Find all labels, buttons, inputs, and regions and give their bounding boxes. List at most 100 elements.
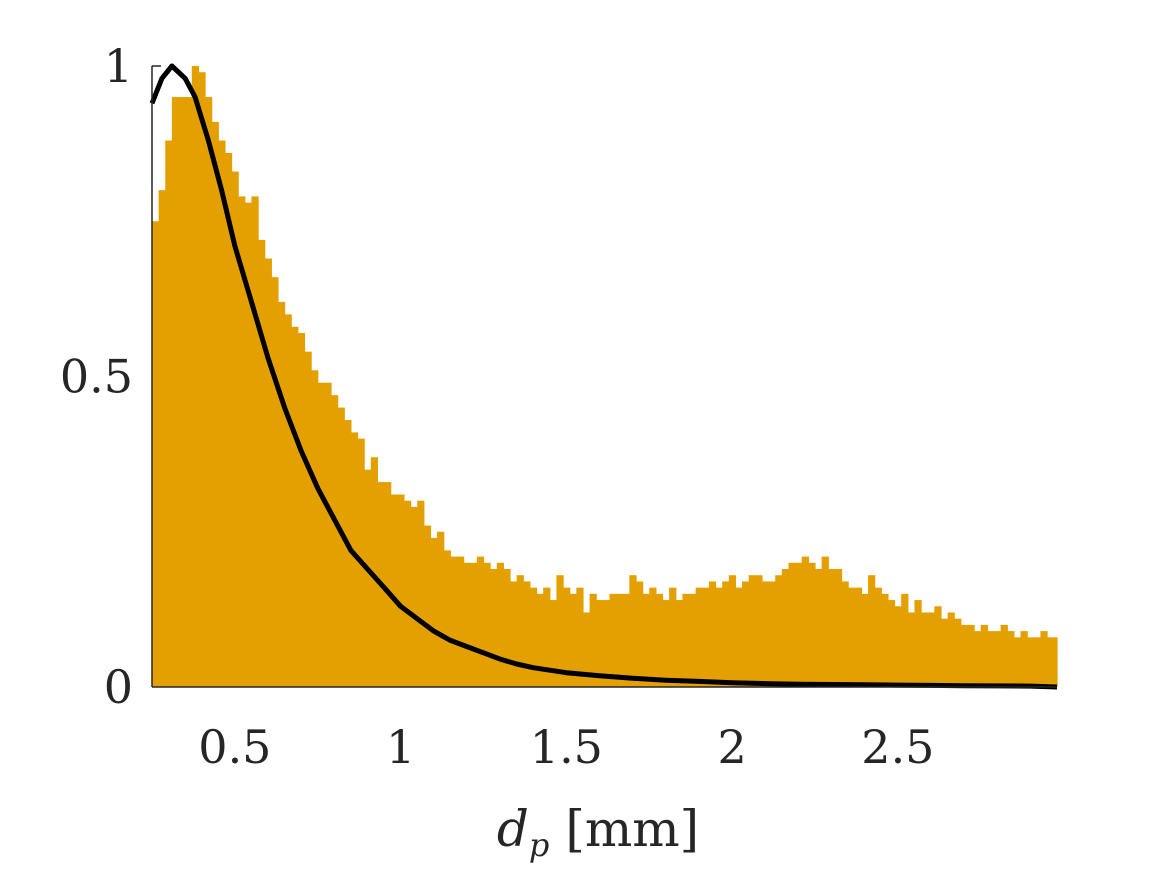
histogram-bar <box>324 382 332 687</box>
histogram-bar <box>463 562 471 687</box>
histogram-bar <box>655 593 664 687</box>
y-tick-label: 1 <box>104 39 133 93</box>
histogram-bar <box>669 587 677 687</box>
histogram-bar <box>218 140 226 687</box>
histogram-bar <box>211 121 219 687</box>
histogram-bar <box>609 593 617 687</box>
histogram-bar <box>569 593 577 687</box>
histogram-bar <box>437 531 445 687</box>
histogram-bar <box>881 593 889 687</box>
histogram-bar <box>662 600 670 687</box>
histogram-bar <box>682 593 690 687</box>
histogram-bar <box>543 587 551 687</box>
histogram-bar <box>868 575 876 687</box>
histogram-bar <box>974 631 982 687</box>
histogram-bar <box>291 326 299 687</box>
histogram-bar <box>297 333 306 687</box>
histogram-bar <box>271 277 279 687</box>
histogram-bar <box>1053 637 1058 687</box>
x-tick-label: 1.5 <box>530 720 603 774</box>
histogram-bar <box>304 351 312 687</box>
histogram-bar <box>576 587 584 687</box>
histogram-bar <box>616 593 624 687</box>
histogram-bar <box>775 575 783 687</box>
histogram-bar <box>443 550 451 687</box>
histogram-bar <box>476 556 485 687</box>
histogram-bar <box>496 562 504 687</box>
histogram-bar <box>450 556 458 687</box>
histogram-bar <box>430 537 438 687</box>
y-tick-label: 0.5 <box>60 350 133 404</box>
histogram-bar <box>894 606 902 687</box>
histogram-bar <box>934 606 942 687</box>
histogram-bar <box>264 258 272 687</box>
histogram-bar <box>503 569 511 687</box>
histogram-bar <box>675 600 684 687</box>
histogram-bar <box>536 593 544 687</box>
histogram-bar <box>510 581 518 687</box>
fit-curve <box>149 63 1058 690</box>
histogram-bar <box>224 152 233 687</box>
histogram-bar <box>390 494 398 687</box>
histogram-bar <box>284 314 292 687</box>
histogram-bar <box>337 407 345 687</box>
histogram-bar <box>828 569 836 687</box>
histogram-bar <box>277 301 286 687</box>
histogram-bar <box>821 556 829 687</box>
histogram-bar <box>695 587 703 687</box>
histogram-bar <box>947 612 955 687</box>
histogram-bar <box>742 581 750 687</box>
histogram-bar <box>635 581 644 687</box>
histogram-bar <box>198 72 206 687</box>
histogram-bar <box>490 569 498 687</box>
histogram-bar <box>622 593 630 687</box>
histogram-bar <box>841 581 849 687</box>
histogram-bar <box>1047 637 1055 687</box>
x-tick-label: 1 <box>386 720 415 774</box>
histogram-bar <box>761 581 770 687</box>
histogram-bar <box>722 581 730 687</box>
histogram-bar <box>171 97 180 688</box>
histogram-bar <box>940 618 949 687</box>
histogram-bar <box>649 587 657 687</box>
histogram-bar <box>954 618 962 687</box>
histogram-bar <box>914 600 922 687</box>
histogram-bar <box>384 482 392 687</box>
x-tick-label: 0.5 <box>198 720 271 774</box>
histogram-bar <box>1000 624 1008 687</box>
histogram-bar <box>178 97 186 688</box>
histogram-bar <box>728 575 737 687</box>
histogram-bar <box>331 395 339 687</box>
histogram-bar <box>748 575 756 687</box>
histogram-bar <box>258 239 266 687</box>
histogram-bar <box>350 432 359 687</box>
histogram-bar <box>967 624 975 687</box>
histogram-bar <box>735 587 743 687</box>
histogram-bar <box>529 587 538 687</box>
histogram-bar <box>1013 637 1022 687</box>
x-tick-label: 2 <box>717 720 746 774</box>
histogram-bar <box>808 562 816 687</box>
histogram-bar <box>629 575 637 687</box>
x-tick-label: 2.5 <box>861 720 934 774</box>
histogram-bar <box>596 600 604 687</box>
histogram-bar <box>1027 637 1035 687</box>
histogram-bar <box>311 370 319 687</box>
histogram-bar <box>602 600 611 687</box>
x-axis-ticks: 0.5 1 1.5 2 2.5 <box>198 720 934 774</box>
histogram-bar <box>410 506 418 687</box>
histogram-bar <box>927 612 935 687</box>
histogram-bar <box>185 97 193 688</box>
histogram-bar <box>854 587 863 687</box>
histogram-bar <box>861 593 869 687</box>
histogram-bar <box>795 562 803 687</box>
histogram-bar <box>1033 637 1042 687</box>
histogram-bar <box>815 569 823 687</box>
y-tick-label: 0 <box>104 660 133 714</box>
histogram-bar <box>715 587 723 687</box>
x-axis-label: dp [mm] <box>497 800 699 864</box>
histogram-bar <box>874 587 882 687</box>
histogram-bar <box>642 593 650 687</box>
histogram-bar <box>1040 631 1048 687</box>
